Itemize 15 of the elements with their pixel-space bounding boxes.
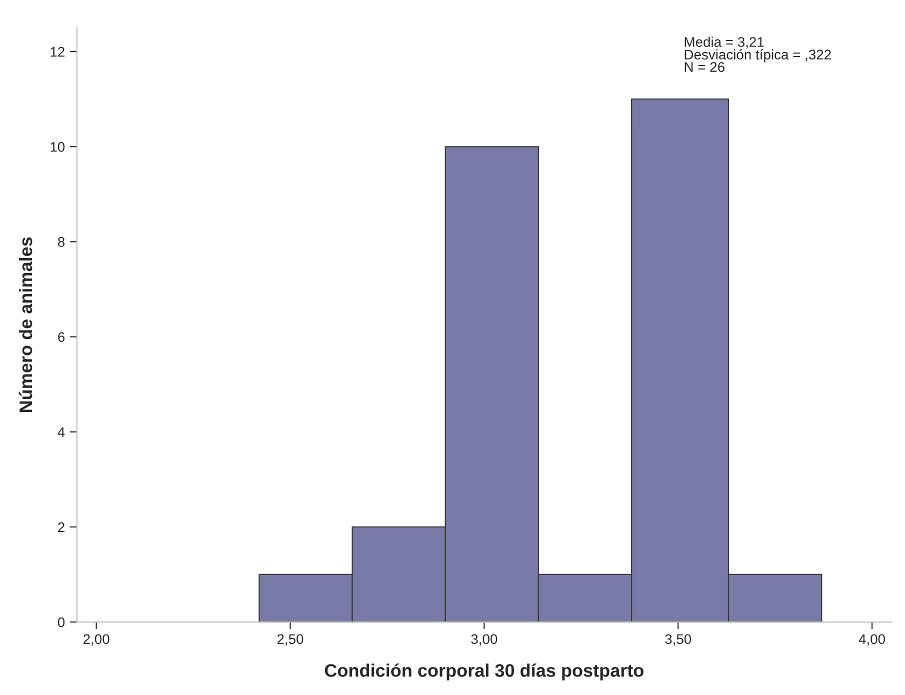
y-tick-label: 12 <box>50 46 64 57</box>
y-tick-label: 10 <box>50 142 65 152</box>
annotation: Media = 3,21 Desviación típica = ,322 N = 26 <box>684 36 831 72</box>
y-tick-label: 6 <box>58 332 65 342</box>
y-axis-title: Número de animales <box>18 237 32 412</box>
y-tick-label: 4 <box>58 427 65 437</box>
x-tick-label: 2,00 <box>84 634 110 646</box>
y-tick-label: 2 <box>58 522 64 532</box>
x-tick-label: 4,00 <box>858 634 886 646</box>
x-tick-label: 2,50 <box>277 634 304 646</box>
x-axis-title: Condición corporal 30 días postparto <box>324 663 644 680</box>
x-tick-label: 3,00 <box>471 634 498 646</box>
y-tick-label: 0 <box>58 617 65 628</box>
y-tick-label: 8 <box>58 237 65 247</box>
x-tick-label: 3,50 <box>665 634 692 646</box>
